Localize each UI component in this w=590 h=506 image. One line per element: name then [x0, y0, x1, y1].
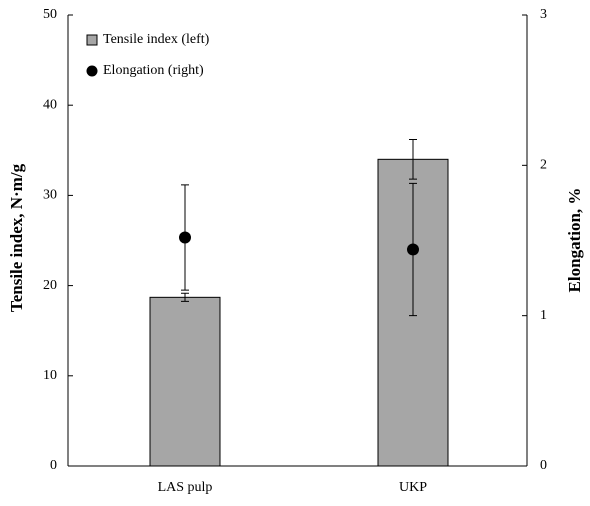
y-tick-label: 0	[50, 458, 57, 473]
y2-axis-label: Elongation, %	[565, 188, 584, 293]
legend-swatch	[86, 34, 98, 46]
y2-tick-label: 3	[540, 7, 547, 22]
legend-label: Elongation (right)	[103, 63, 204, 78]
y-tick-label: 50	[43, 7, 57, 22]
point	[407, 243, 419, 256]
y-axis-label: Tensile index, N·m/g	[7, 163, 26, 312]
legend-label: Tensile index (left)	[103, 32, 210, 47]
point	[179, 231, 191, 244]
bar	[149, 296, 221, 467]
y2-tick-label: 0	[540, 458, 547, 473]
y-tick-label: 20	[43, 278, 57, 293]
y-tick-label: 30	[43, 188, 57, 203]
error-bar	[409, 138, 417, 180]
y2-tick-label: 2	[540, 158, 547, 173]
y-tick-label: 10	[43, 368, 57, 383]
y2-tick-label: 1	[540, 308, 547, 323]
x-tick-label: UKP	[399, 480, 427, 495]
x-tick-label: LAS pulp	[158, 480, 213, 495]
legend-swatch	[86, 65, 98, 77]
error-bar	[181, 292, 189, 302]
y-tick-label: 40	[43, 97, 57, 112]
